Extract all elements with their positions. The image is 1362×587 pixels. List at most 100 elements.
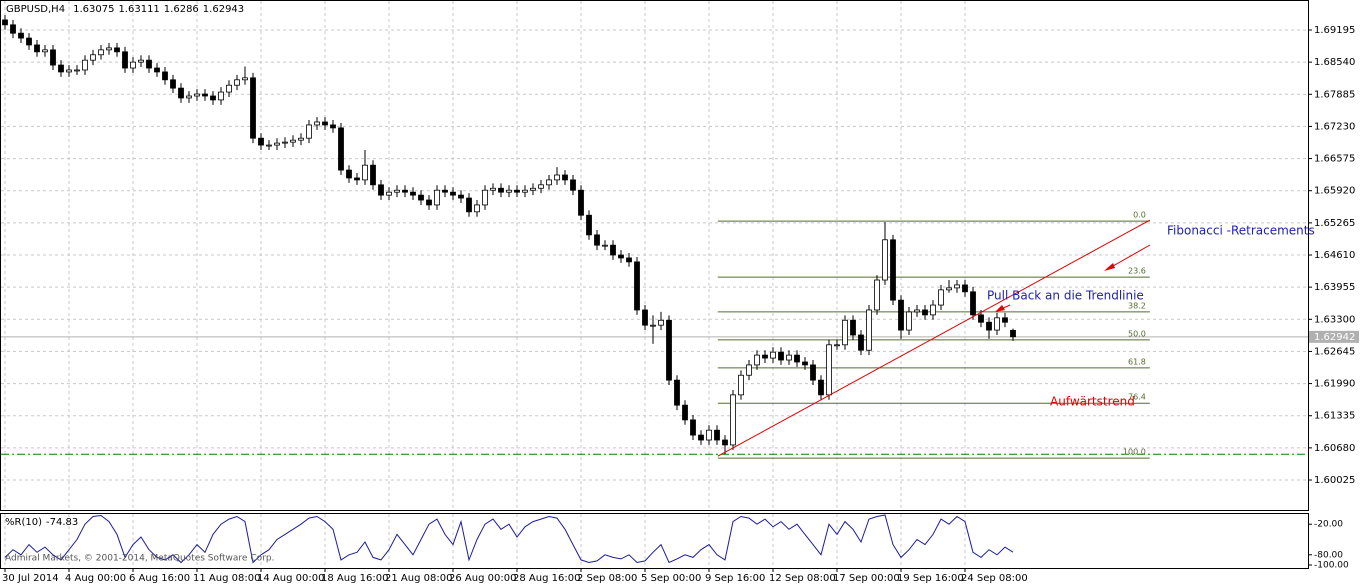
candle-body: [138, 59, 144, 63]
candle-body: [618, 254, 624, 259]
candle-body: [866, 309, 872, 351]
candle-body: [26, 37, 32, 46]
fib-label: 61.8: [1128, 357, 1146, 366]
header-value: 1.63075: [73, 4, 114, 15]
candle-body: [770, 351, 776, 359]
candle-body: [146, 59, 152, 69]
candle-body: [850, 319, 856, 336]
candle-body: [962, 284, 968, 293]
candle-body: [1010, 329, 1016, 338]
candle-body: [978, 314, 984, 323]
x-tick-label: 6 Aug 16:00: [129, 573, 190, 584]
candle-body: [154, 67, 160, 73]
candle-body: [498, 187, 504, 193]
candle-body: [514, 189, 520, 193]
candle-body: [658, 319, 664, 326]
candle-body: [370, 164, 376, 186]
y-tick-label: 1.67230: [1314, 121, 1355, 132]
candle-body: [450, 191, 456, 196]
candle-body: [82, 59, 88, 71]
candle-body: [298, 137, 304, 141]
candle-body: [818, 379, 824, 396]
fib-label: 76.4: [1128, 393, 1146, 402]
candle-body: [106, 47, 112, 51]
y-tick-label: 1.61335: [1314, 411, 1355, 422]
candle-body: [594, 234, 600, 246]
candle-body: [242, 77, 248, 81]
candle-body: [458, 194, 464, 199]
candle-body: [226, 84, 232, 93]
fib-label: 38.2: [1128, 301, 1146, 310]
candle-body: [906, 311, 912, 331]
annotation: Fibonacci -Retracements: [1167, 224, 1315, 238]
fib-label: 0.0: [1133, 211, 1146, 220]
candle-body: [698, 434, 704, 441]
candle-body: [634, 261, 640, 311]
trendline: [717, 219, 1151, 457]
y-tick-label: 1.62645: [1314, 346, 1355, 357]
candle-body: [842, 319, 848, 346]
candle-body: [362, 164, 368, 181]
y-tick-label: 1.67885: [1314, 89, 1355, 100]
candle-body: [786, 354, 792, 361]
annotation: Aufwärtstrend: [1050, 395, 1135, 409]
x-tick-label: 14 Aug 00:00: [257, 573, 324, 584]
candle-body: [290, 139, 296, 143]
x-tick-label: 28 Aug 16:00: [513, 573, 580, 584]
y-tick-label: 1.60680: [1314, 443, 1355, 454]
candle-body: [826, 344, 832, 396]
candle-body: [474, 204, 480, 213]
candle-body: [538, 184, 544, 189]
x-tick-label: 18 Aug 16:00: [321, 573, 388, 584]
indicator-panel: [0, 513, 1309, 569]
arrow-head: [1104, 263, 1115, 271]
candle-body: [402, 189, 408, 193]
header-value: 1.6286: [164, 4, 199, 15]
indicator-value: -74.83: [46, 517, 78, 528]
candle-body: [874, 279, 880, 311]
candle-body: [602, 244, 608, 247]
candle-body: [546, 179, 552, 186]
candle-body: [722, 439, 728, 446]
candle-body: [266, 144, 272, 147]
candle-body: [274, 142, 280, 146]
candle-body: [706, 429, 712, 441]
candle-body: [250, 77, 256, 139]
fib-label: 100.0: [1123, 448, 1146, 457]
y-tick-label: 1.65920: [1314, 186, 1355, 197]
candle-body: [306, 124, 312, 139]
candle-body: [210, 95, 216, 101]
price-box: [1309, 330, 1359, 343]
y-tick-label: 1.63300: [1314, 314, 1355, 325]
y-tick-label: 1.63955: [1314, 282, 1355, 293]
candle-body: [186, 95, 192, 99]
candle-body: [554, 174, 560, 181]
candle-body: [898, 299, 904, 331]
indicator-name: %R(10): [5, 517, 42, 528]
candle-body: [626, 257, 632, 263]
candle-body: [682, 404, 688, 421]
candle-body: [74, 69, 80, 72]
fib-label: 50.0: [1128, 329, 1146, 338]
candle-body: [98, 49, 104, 56]
candle-body: [346, 169, 352, 179]
candle-body: [394, 189, 400, 193]
candle-body: [986, 321, 992, 331]
candle-body: [218, 91, 224, 101]
candle-body: [954, 284, 960, 289]
candle-body: [2, 19, 8, 26]
candle-body: [490, 187, 496, 191]
candle-body: [610, 244, 616, 256]
candle-body: [10, 24, 16, 34]
candle-body: [442, 189, 448, 193]
candle-body: [506, 189, 512, 193]
candle-body: [642, 309, 648, 326]
candle-body: [50, 49, 56, 66]
symbol: GBPUSD,H4: [6, 4, 65, 15]
candle-body: [354, 177, 360, 181]
candle-body: [194, 93, 200, 97]
x-tick-label: 4 Aug 00:00: [65, 573, 126, 584]
candle-body: [746, 364, 752, 376]
